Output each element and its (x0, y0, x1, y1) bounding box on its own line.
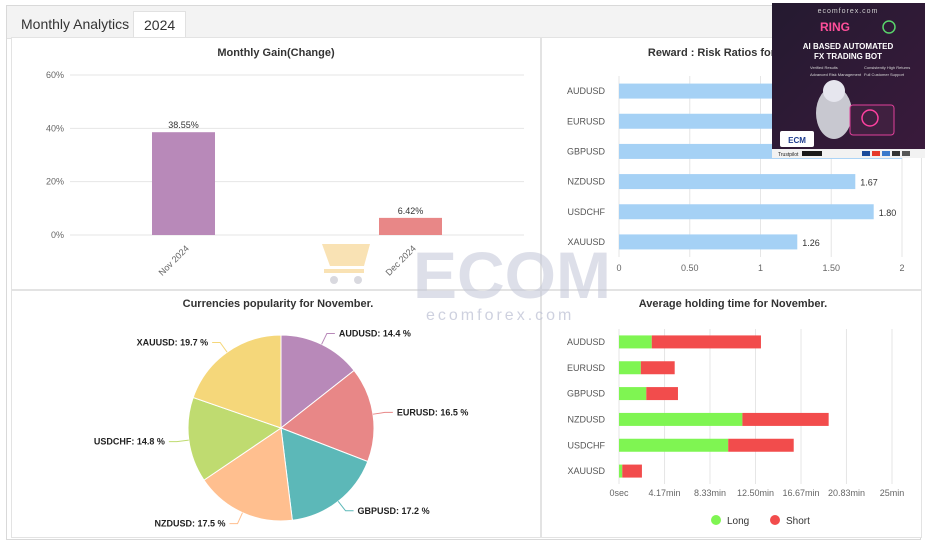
x-tick-label: 25min (880, 488, 905, 498)
pie-label: USDCHF: 14.8 % (94, 437, 165, 447)
pie-label: GBPUSD: 17.2 % (358, 506, 430, 516)
chart-title: Currencies popularity for November. (183, 298, 374, 310)
bar-segment-long[interactable] (619, 387, 647, 401)
y-tick-label: 60% (46, 70, 64, 80)
bar-segment-short[interactable] (646, 387, 678, 401)
x-tick-label: 0.50 (681, 263, 699, 273)
y-tick-label: 40% (46, 123, 64, 133)
legend-marker (711, 515, 721, 525)
monthly-gain-chart: Monthly Gain(Change) 0% 20% 40% 60% 38.55% 6… (46, 47, 524, 278)
category-label: EURUSD (567, 116, 606, 126)
bar-value-label: 6.42% (398, 206, 424, 216)
category-label: XAUUSD (567, 466, 605, 476)
pie-label: AUDUSD: 14.4 % (339, 329, 411, 339)
pie-leader-line (372, 411, 393, 415)
bar[interactable] (619, 204, 874, 220)
pie-slice[interactable] (280, 334, 355, 430)
chart-title: Reward : Risk Ratios for N (648, 47, 786, 59)
ad-feature-1: Verified Results (810, 65, 838, 70)
x-tick-label: 0sec (609, 488, 629, 498)
ad-banner[interactable]: ecomforex.com RING AI BASED AUTOMATED FX… (772, 3, 925, 158)
ad-headline-2: FX TRADING BOT (814, 52, 882, 61)
ad-site: ecomforex.com (818, 8, 879, 15)
pie-slice[interactable] (187, 396, 283, 481)
x-tick-label: 12.50min (737, 488, 774, 498)
pie-leader-line (212, 341, 228, 353)
x-tick-label: 1.50 (822, 263, 840, 273)
bar-segment-long[interactable] (619, 335, 652, 349)
tab-bar: Monthly Analytics 2024 (7, 6, 920, 39)
ad-trustpilot: Trustpilot (778, 152, 799, 158)
bar[interactable] (379, 217, 442, 235)
legend-marker (770, 515, 780, 525)
monthly-gain-panel: Monthly Gain(Change) 0% 20% 40% 60% 38.55% 6… (11, 37, 541, 290)
ad-feature-4: Full Customer Support (864, 72, 905, 77)
x-tick-label: Dec 2024 (384, 243, 418, 277)
pie-label: NZDUSD: 17.5 % (155, 519, 226, 529)
pie-slice[interactable] (192, 334, 282, 429)
bar[interactable] (152, 132, 215, 235)
x-tick-label: 8.33min (694, 488, 726, 498)
chart-title: Monthly Gain(Change) (217, 47, 335, 59)
holding-time-panel: Average holding time for November. AUDUS… (541, 290, 922, 538)
pie-label: XAUUSD: 19.7 % (137, 337, 209, 347)
bar-value-label: 38.55% (168, 120, 199, 130)
bar-value-label: 1.26 (802, 238, 820, 248)
x-tick-label: 0 (616, 263, 621, 273)
ad-headline-1: AI BASED AUTOMATED (803, 42, 894, 51)
bar-value-label: 1.67 (860, 178, 878, 188)
analytics-frame: Monthly Analytics 2024 Monthly Gain(Chan… (6, 5, 922, 540)
category-label: GBPUSD (567, 146, 606, 156)
legend-label[interactable]: Short (786, 516, 810, 527)
currency-popularity-chart: Currencies popularity for November. AUDU… (94, 298, 469, 529)
bar-segment-short[interactable] (622, 464, 642, 478)
y-tick-label: 20% (46, 177, 64, 187)
bar-segment-long[interactable] (619, 464, 623, 478)
tab-monthly-analytics[interactable]: Monthly Analytics (21, 16, 130, 32)
pie-slice[interactable] (280, 427, 369, 521)
currency-popularity-panel: Currencies popularity for November. AUDU… (11, 290, 541, 538)
bar-value-label: 1.80 (879, 208, 897, 218)
bar-segment-long[interactable] (619, 361, 641, 375)
legend-label[interactable]: Long (727, 516, 749, 527)
category-label: AUDUSD (567, 337, 606, 347)
bar[interactable] (619, 234, 798, 250)
y-tick-label: 0% (51, 230, 64, 240)
bar-segment-short[interactable] (728, 438, 794, 452)
category-label: USDCHF (568, 440, 606, 450)
category-label: NZDUSD (568, 177, 606, 187)
category-label: EURUSD (567, 363, 606, 373)
x-tick-label: 1 (758, 263, 763, 273)
ad-graphic: ecomforex.com RING AI BASED AUTOMATED FX… (772, 3, 925, 158)
holding-time-chart: Average holding time for November. AUDUS… (567, 298, 905, 527)
category-label: GBPUSD (567, 389, 606, 399)
pie-leader-line (229, 512, 243, 525)
tab-year[interactable]: 2024 (133, 11, 187, 38)
category-label: USDCHF (568, 207, 606, 217)
x-tick-label: 2 (899, 263, 904, 273)
ad-feature-3: Advanced Risk Management (810, 72, 862, 77)
chart-title: Average holding time for November. (639, 298, 827, 310)
category-label: NZDUSD (568, 414, 606, 424)
pie-slice[interactable] (203, 427, 293, 522)
pie-leader-line (321, 333, 335, 345)
x-tick-label: Nov 2024 (157, 243, 191, 277)
x-tick-label: 20.83min (828, 488, 865, 498)
ad-logo: ECM (788, 136, 806, 145)
bar-segment-short[interactable] (742, 412, 829, 426)
bar[interactable] (619, 174, 856, 190)
category-label: AUDUSD (567, 86, 606, 96)
pie-leader-line (337, 501, 354, 512)
pie-label: EURUSD: 16.5 % (397, 407, 469, 417)
bar-segment-long[interactable] (619, 438, 729, 452)
x-tick-label: 16.67min (783, 488, 820, 498)
ad-brand: RING (820, 20, 850, 34)
bar-segment-long[interactable] (619, 412, 743, 426)
category-label: XAUUSD (567, 237, 605, 247)
ad-feature-2: Consistently High Returns (864, 65, 910, 70)
pie-leader-line (168, 439, 189, 443)
bar-segment-short[interactable] (651, 335, 761, 349)
x-tick-label: 4.17min (649, 488, 681, 498)
bar-segment-short[interactable] (640, 361, 675, 375)
